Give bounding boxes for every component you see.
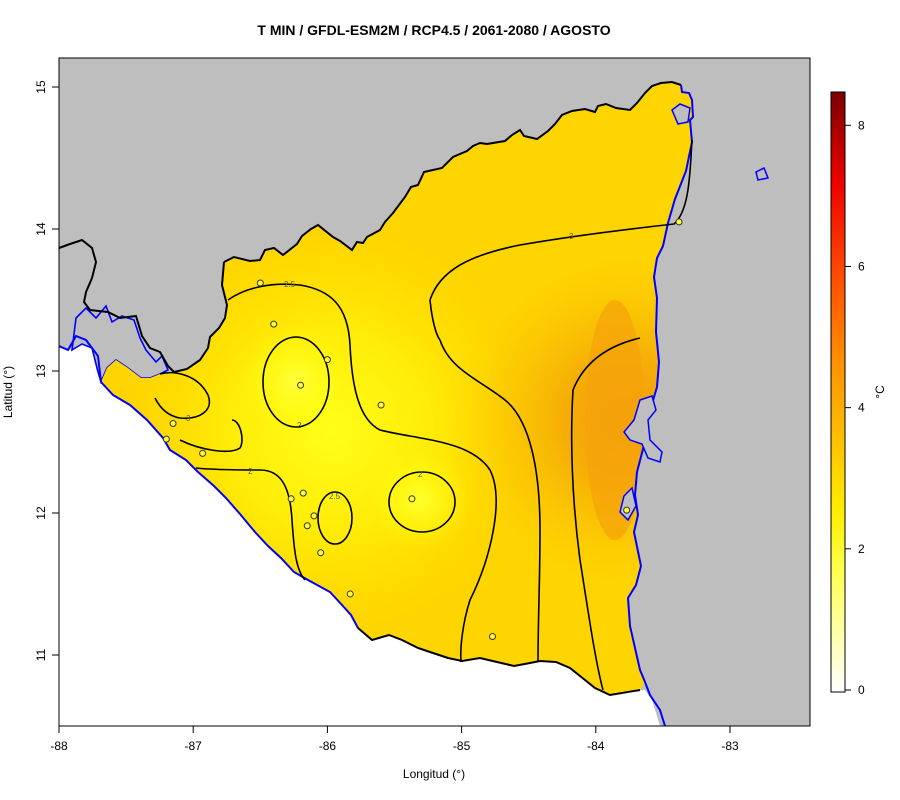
station-marker — [346, 590, 354, 598]
y-tick-label: 14 — [34, 222, 48, 236]
pearl-lagoon — [623, 395, 663, 463]
y-axis: 11 12 13 14 15 — [34, 80, 60, 661]
country-border — [223, 80, 682, 263]
contour-label: 2 — [248, 467, 253, 476]
contour-ring-south — [317, 491, 353, 545]
colorbar-tick-label: 2 — [858, 542, 865, 556]
station-marker — [488, 633, 496, 641]
station-marker — [377, 401, 385, 409]
contour-lines — [154, 139, 693, 691]
colorbar-tick-label: 4 — [858, 401, 865, 415]
honduras-border — [59, 238, 229, 374]
caribbean-islands — [755, 166, 770, 181]
x-tick-label: -87 — [185, 739, 203, 753]
station-marker — [675, 218, 683, 226]
contour-label: 2.5 — [329, 492, 341, 501]
station-marker — [297, 381, 305, 389]
caribbean-nearshore — [600, 690, 660, 726]
station-marker — [623, 506, 631, 514]
x-tick-label: -86 — [319, 739, 337, 753]
station-marker — [323, 356, 331, 364]
colorbar-unit: °C — [873, 385, 887, 399]
plot-area: 2.5 3 2 2 2 2.5 3 — [59, 58, 810, 726]
station-marker — [270, 320, 278, 328]
costa-rica-border — [357, 627, 641, 697]
contour-label: 3 — [569, 232, 574, 241]
map-title: T MIN / GFDL-ESM2M / RCP4.5 / 2061-2080 … — [257, 22, 610, 38]
station-marker — [256, 279, 264, 287]
station-marker — [303, 522, 311, 530]
station-marker — [162, 435, 170, 443]
miskito-cay-lagoon — [671, 103, 691, 125]
x-tick-label: -85 — [453, 739, 471, 753]
weather-stations — [162, 218, 683, 641]
pacific-coastline — [100, 381, 359, 629]
x-axis-label: Longitud (°) — [403, 767, 465, 781]
station-marker — [317, 549, 325, 557]
station-marker — [299, 489, 307, 497]
pacific-ocean — [59, 332, 620, 726]
contour-label: 2 — [297, 421, 302, 430]
y-tick-label: 13 — [34, 364, 48, 378]
contour-label: 2.5 — [284, 280, 296, 289]
x-tick-label: -88 — [50, 739, 68, 753]
caribbean-coastline — [626, 84, 695, 726]
pacific-coast-south — [59, 334, 102, 383]
y-tick-label: 15 — [34, 80, 48, 94]
x-axis: -88 -87 -86 -85 -84 -83 — [50, 725, 739, 753]
station-marker — [199, 449, 207, 457]
contour-ring-east — [388, 471, 456, 533]
colorbar-gradient — [830, 91, 846, 693]
y-axis-label: Latitud (°) — [1, 366, 15, 418]
contour-label: 2 — [418, 470, 423, 479]
x-tick-label: -84 — [587, 739, 605, 753]
station-marker — [408, 495, 416, 503]
x-tick-label: -83 — [721, 739, 739, 753]
station-marker — [169, 420, 177, 428]
contour-labels: 2.5 3 2 2 2 2.5 3 — [186, 232, 574, 501]
colorbar-tick-label: 0 — [858, 683, 865, 697]
colorbar-tick-label: 6 — [858, 259, 865, 273]
y-tick-label: 11 — [34, 648, 48, 661]
contour-label: 3 — [186, 414, 191, 423]
y-tick-label: 12 — [34, 506, 48, 520]
colorbar: 0 2 4 6 8 °C — [830, 91, 887, 697]
contour-ring-north — [262, 336, 330, 428]
colorbar-tick-label: 8 — [858, 118, 865, 132]
station-marker — [287, 495, 295, 503]
station-marker — [310, 512, 318, 520]
